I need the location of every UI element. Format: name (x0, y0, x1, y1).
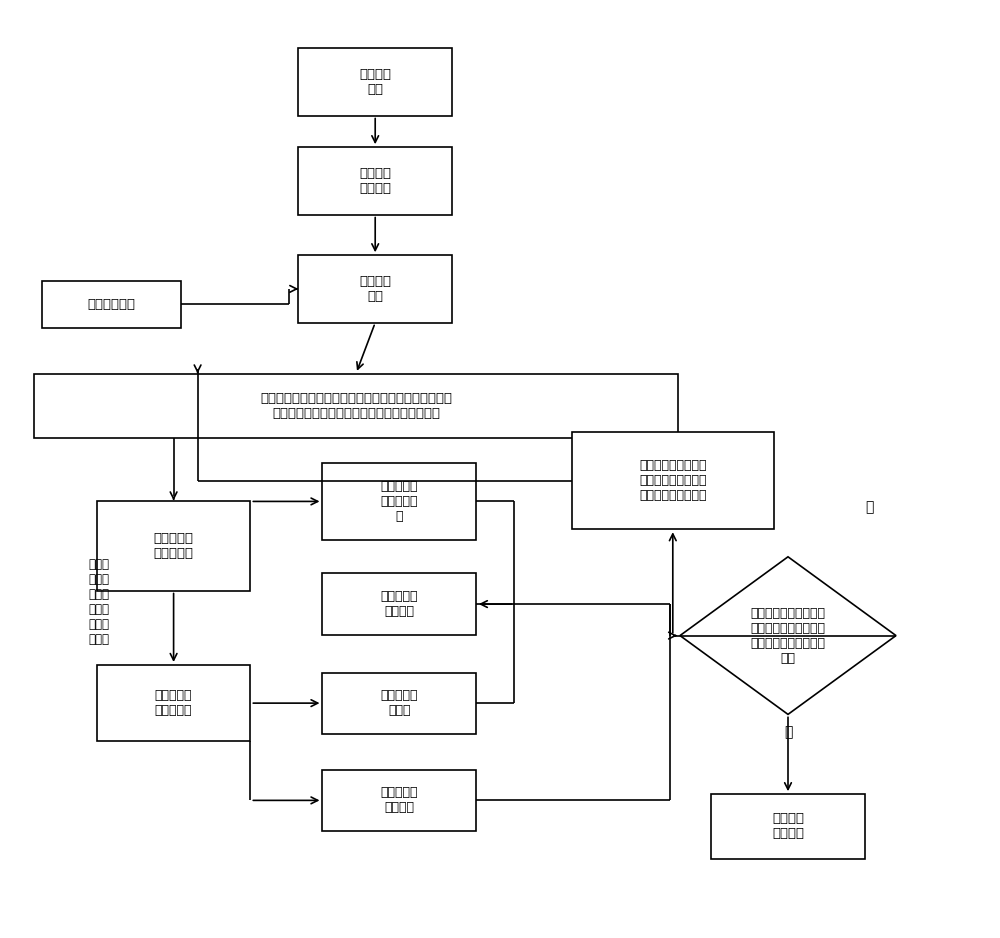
Text: 关口的最优
功率因数: 关口的最优 功率因数 (380, 786, 418, 814)
Bar (34, 373, 678, 438)
Polygon shape (680, 557, 896, 715)
Text: 关口的最优
电压值: 关口的最优 电压值 (380, 689, 418, 718)
Text: 一级控制模块计算得到各个关口的无功功率调节能力的
上、下限，连同总有功功率传送给二级控制模块: 一级控制模块计算得到各个关口的无功功率调节能力的 上、下限，连同总有功功率传送给… (260, 392, 452, 420)
Bar (322, 770, 476, 831)
Bar (298, 147, 452, 215)
Bar (97, 665, 250, 741)
Bar (298, 255, 452, 323)
Text: 是: 是 (784, 725, 792, 739)
Text: 两级协调
优化完成: 两级协调 优化完成 (772, 812, 804, 840)
Bar (97, 501, 250, 591)
Bar (572, 432, 774, 529)
Text: 调整二级控制模块下
发的功率因数最优范
围或者电压最优范围: 调整二级控制模块下 发的功率因数最优范 围或者电压最优范围 (639, 460, 707, 502)
Text: 负荷预测数据: 负荷预测数据 (87, 297, 135, 310)
Bar (711, 794, 865, 859)
Text: 设置关口
工作状态: 设置关口 工作状态 (359, 167, 391, 195)
Bar (322, 573, 476, 635)
Text: 关口处
电压最
优范围
和功率
因数最
优范围: 关口处 电压最 优范围 和功率 因数最 优范围 (88, 558, 109, 646)
Text: 否: 否 (865, 500, 874, 514)
Text: 控制周期
开始: 控制周期 开始 (359, 275, 391, 303)
Bar (322, 673, 476, 734)
Bar (42, 280, 181, 327)
Bar (298, 48, 452, 115)
Text: 确定控制
周期: 确定控制 周期 (359, 68, 391, 96)
Bar (322, 463, 476, 539)
Text: 一级控制得出的最优电
压值和最优功率因数是
否在二级控制指定的范
围内: 一级控制得出的最优电 压值和最优功率因数是 否在二级控制指定的范 围内 (750, 607, 826, 665)
Text: 关口的功率
因数最优范
围: 关口的功率 因数最优范 围 (380, 480, 418, 522)
Text: 二级控制模
块优化计算: 二级控制模 块优化计算 (154, 532, 194, 560)
Text: 关口的电压
最优范围: 关口的电压 最优范围 (380, 590, 418, 618)
Text: 一级控制模
块优化计算: 一级控制模 块优化计算 (155, 689, 192, 718)
